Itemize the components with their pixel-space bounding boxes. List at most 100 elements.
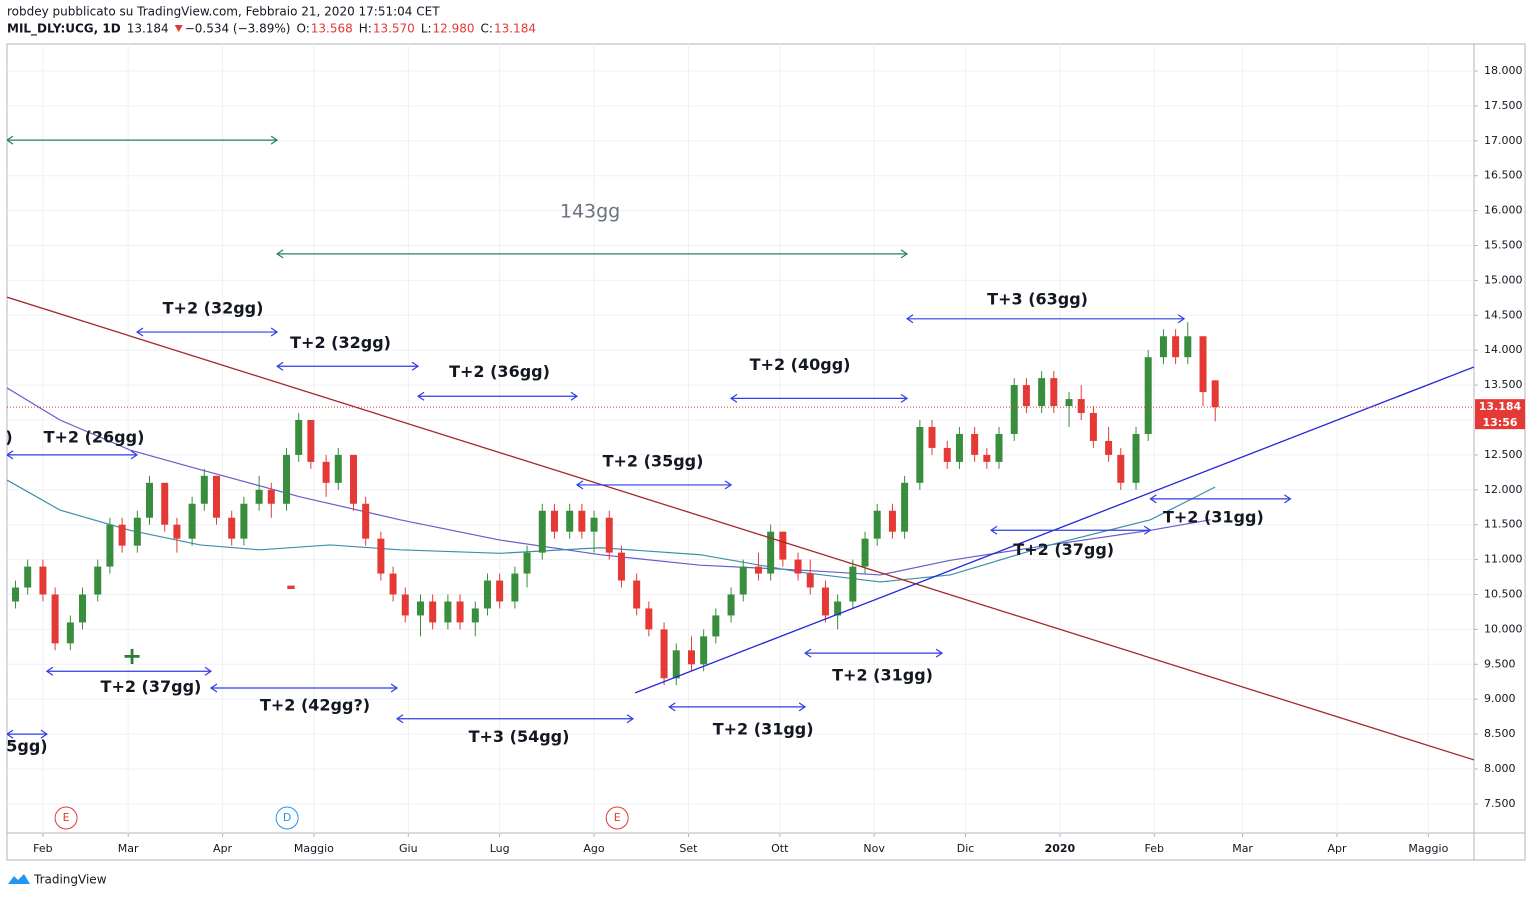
range-arrow [7, 135, 279, 145]
event-label: E [63, 811, 70, 824]
x-tick-label: Mar [118, 842, 139, 855]
event-label: E [614, 811, 621, 824]
range-arrow [7, 450, 139, 460]
candle-body [806, 573, 814, 588]
last-price-label: 13.184 [1479, 400, 1522, 413]
y-tick-label: 9.500 [1484, 657, 1516, 670]
candle-body [849, 566, 857, 602]
arrow-tail [135, 327, 144, 337]
candle-body [1159, 336, 1167, 358]
candle-body [79, 594, 87, 623]
arrow-tail [905, 314, 914, 324]
candle-body [377, 538, 385, 574]
header-price: 13.184 [127, 22, 169, 36]
candle-body [566, 510, 574, 532]
trendline [7, 296, 1474, 761]
x-tick-label: Apr [1327, 842, 1347, 855]
candle-body [471, 608, 479, 623]
x-tick-label: Feb [33, 842, 52, 855]
range-arrow [275, 361, 420, 371]
y-tick-label: 7.500 [1484, 797, 1516, 810]
candle-body [928, 426, 936, 448]
y-tick-label: 10.500 [1484, 587, 1523, 600]
arrow-tail [575, 480, 584, 490]
range-arrow [729, 393, 909, 403]
range-label: T+2 (35gg) [603, 451, 704, 470]
candle-body [1089, 413, 1097, 441]
y-tick-label: 12.500 [1484, 448, 1523, 461]
arrow-head [204, 666, 213, 676]
arrow-head [798, 702, 807, 712]
range-label: T+2 (26gg) [44, 427, 145, 446]
header-h: 13.570 [373, 22, 415, 36]
candle-body [267, 489, 275, 504]
arrow-head [270, 327, 279, 337]
candle-body [767, 531, 775, 574]
candle-body [12, 587, 20, 602]
range-arrow [990, 525, 1152, 535]
arrow-tail [416, 391, 425, 401]
range-label: T+2 (32gg) [290, 333, 391, 352]
candle-body [240, 503, 248, 539]
candle-body [334, 454, 342, 483]
header-h-label: H: [359, 22, 372, 36]
candle-body [523, 552, 531, 574]
candle-body [943, 447, 951, 462]
candle-body [1132, 433, 1140, 483]
candle-body [1077, 399, 1085, 414]
y-tick-label: 12.000 [1484, 483, 1523, 496]
event-marker [275, 806, 299, 830]
candle-body [1144, 357, 1152, 434]
footer-brand: TradingView [33, 873, 107, 887]
range-arrow [135, 327, 279, 337]
header-change: −0.534 (−3.89%) [185, 22, 291, 36]
x-tick-label: 2020 [1045, 842, 1076, 855]
candle-body [106, 524, 114, 567]
range-label: T+2 (31gg) [713, 719, 814, 738]
candle-body [1065, 399, 1073, 407]
x-tick-label: Giu [399, 842, 418, 855]
range-arrow [575, 480, 733, 490]
range-label: T+3 (63gg) [987, 289, 1088, 308]
arrow-tail [395, 714, 404, 724]
candle-body [983, 454, 991, 462]
arrow-tail [990, 525, 998, 535]
candle-body [188, 503, 196, 539]
publish-info: robdey pubblicato su TradingView.com, Fe… [7, 5, 440, 19]
ohlc-header: MIL_DLY:UCG, 1D 13.184 −0.534 (−3.89%) O: 13… [7, 22, 536, 37]
range-arrow [45, 666, 213, 676]
arrow-head [570, 391, 579, 401]
grid: 7.500 8.000 8.500 9.000 9.500 10.000 10.500 11.… [7, 44, 1523, 855]
candle-body [362, 503, 370, 539]
logo [8, 874, 30, 884]
arrow-head [1177, 314, 1186, 324]
candle-body [1105, 440, 1113, 455]
candle-body [901, 482, 909, 532]
candle-body [971, 433, 979, 455]
candle-body [200, 475, 208, 504]
y-tick-label: 18.000 [1484, 64, 1523, 77]
candle-body [283, 454, 291, 504]
plot [7, 135, 1474, 761]
arrow-tail [803, 648, 812, 658]
candle-body [578, 510, 586, 532]
y-tick-label: 17.500 [1484, 99, 1523, 112]
x-tick-label: Ago [583, 842, 605, 855]
candle-body [873, 510, 881, 539]
range-label: T+2 (36gg) [449, 362, 550, 381]
candle-body [955, 433, 963, 462]
down-triangle [174, 25, 183, 32]
x-tick-label: Set [679, 842, 698, 855]
range-arrow [416, 391, 579, 401]
arrow-head [724, 480, 733, 490]
y-tick-label: 16.500 [1484, 169, 1523, 182]
x-tick-label: Mar [1232, 842, 1253, 855]
candle-body [1022, 385, 1030, 407]
range-arrow [803, 648, 944, 658]
candle-body [888, 510, 896, 532]
candle-body [511, 573, 519, 602]
range-arrow [395, 714, 635, 724]
candle-body [483, 580, 491, 609]
y-tick-label: 11.000 [1484, 553, 1523, 566]
x-tick-label: Ott [771, 842, 789, 855]
